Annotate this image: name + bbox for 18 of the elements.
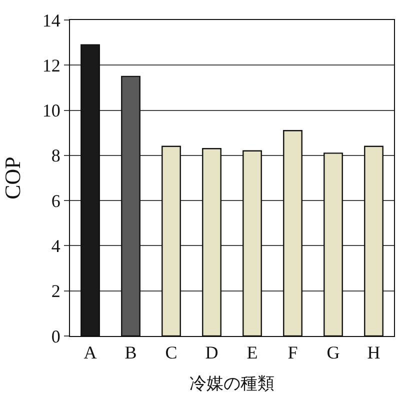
x-tick-label: A xyxy=(84,342,97,363)
y-tick-label: 10 xyxy=(42,100,60,121)
x-tick-label: G xyxy=(326,342,340,363)
y-tick-label: 6 xyxy=(51,190,60,211)
x-tick-label: H xyxy=(367,342,380,363)
x-tick-label: D xyxy=(205,342,218,363)
x-axis-title: 冷媒の種類 xyxy=(190,374,274,394)
y-tick-label: 0 xyxy=(51,326,60,346)
y-axis-title: COP xyxy=(0,156,26,200)
y-tick-label: 2 xyxy=(51,281,60,302)
y-tick-label: 14 xyxy=(42,10,60,30)
y-tick-label: 4 xyxy=(51,236,60,256)
y-tick-label: 8 xyxy=(51,146,60,166)
x-tick-label: B xyxy=(124,342,137,363)
y-tick-label: 12 xyxy=(42,55,60,76)
x-tick-label: E xyxy=(246,342,258,363)
x-tick-label: F xyxy=(288,342,298,363)
x-tick-label: C xyxy=(165,342,178,363)
